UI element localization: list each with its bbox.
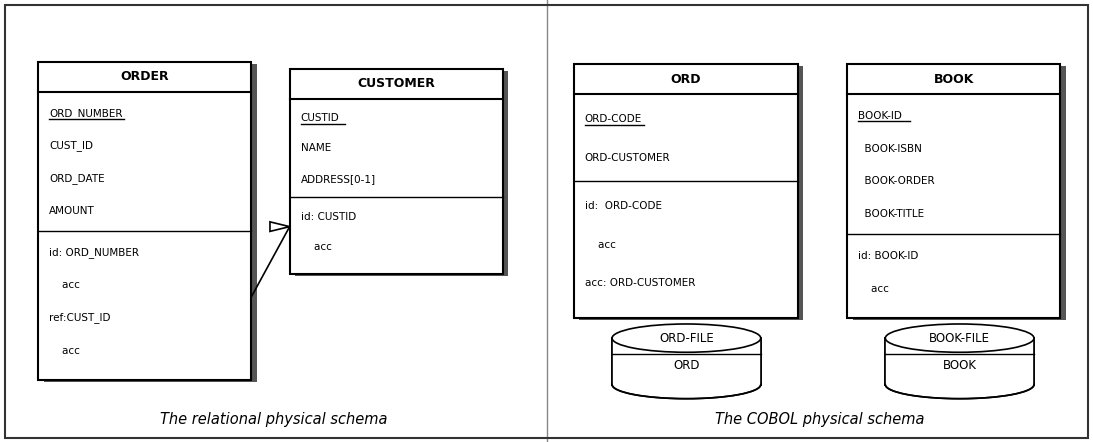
Text: CUSTOMER: CUSTOMER — [357, 77, 435, 90]
Text: NAME: NAME — [301, 144, 331, 153]
Text: BOOK-FILE: BOOK-FILE — [929, 332, 990, 345]
Ellipse shape — [612, 370, 761, 399]
Text: ORD_NUMBER: ORD_NUMBER — [49, 108, 122, 118]
Bar — [574, 64, 798, 318]
Bar — [579, 66, 803, 320]
Bar — [853, 66, 1066, 320]
Text: AMOUNT: AMOUNT — [49, 206, 95, 217]
Bar — [295, 71, 508, 276]
Bar — [38, 62, 251, 380]
Text: ORDER: ORDER — [120, 70, 169, 84]
Text: id: CUSTID: id: CUSTID — [301, 212, 356, 221]
Text: id:  ORD-CODE: id: ORD-CODE — [585, 201, 661, 211]
Text: ADDRESS[0-1]: ADDRESS[0-1] — [301, 174, 376, 184]
Text: ORD_DATE: ORD_DATE — [49, 173, 105, 184]
Bar — [885, 338, 1034, 385]
Ellipse shape — [885, 324, 1034, 352]
Text: ref:CUST_ID: ref:CUST_ID — [49, 312, 110, 324]
Text: BOOK-ORDER: BOOK-ORDER — [858, 176, 935, 187]
Bar — [44, 64, 257, 382]
Text: acc: ORD-CUSTOMER: acc: ORD-CUSTOMER — [585, 278, 695, 289]
Text: ORD-CODE: ORD-CODE — [585, 114, 642, 124]
Text: ORD-FILE: ORD-FILE — [659, 332, 714, 345]
Text: The COBOL physical schema: The COBOL physical schema — [715, 412, 925, 427]
Text: acc: acc — [301, 242, 331, 252]
Ellipse shape — [885, 370, 1034, 399]
Bar — [612, 338, 761, 385]
Text: acc: acc — [49, 280, 80, 290]
Text: ORD-CUSTOMER: ORD-CUSTOMER — [585, 153, 670, 163]
Text: acc: acc — [585, 240, 615, 250]
Text: acc: acc — [49, 346, 80, 356]
Text: ORD: ORD — [671, 72, 701, 86]
Text: BOOK-ISBN: BOOK-ISBN — [858, 144, 921, 153]
Text: id: BOOK-ID: id: BOOK-ID — [858, 251, 918, 261]
Text: BOOK: BOOK — [933, 72, 974, 86]
Text: BOOK-TITLE: BOOK-TITLE — [858, 210, 924, 219]
Ellipse shape — [612, 324, 761, 352]
Text: acc: acc — [858, 284, 889, 293]
Text: BOOK: BOOK — [942, 359, 977, 372]
Text: CUSTID: CUSTID — [301, 113, 339, 123]
Text: CUST_ID: CUST_ID — [49, 141, 93, 152]
Text: id: ORD_NUMBER: id: ORD_NUMBER — [49, 247, 139, 258]
Text: The relational physical schema: The relational physical schema — [160, 412, 387, 427]
Bar — [847, 64, 1060, 318]
Text: BOOK-ID: BOOK-ID — [858, 110, 902, 121]
Bar — [290, 69, 503, 274]
Text: ORD: ORD — [673, 359, 700, 372]
